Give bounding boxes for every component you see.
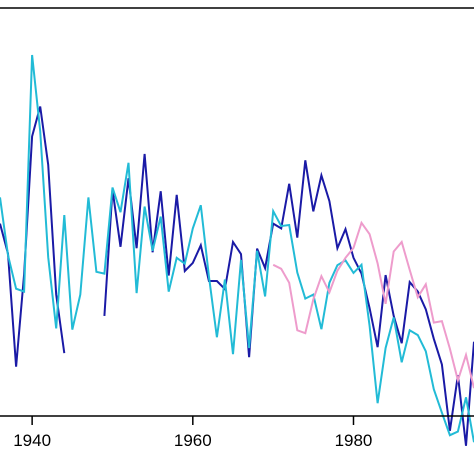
series-1-line-segment-0 [0, 54, 474, 443]
series-layer [0, 54, 474, 446]
x-axis-ticks: 1940 1960 1980 [13, 416, 372, 450]
x-tick-label-1960: 1960 [174, 431, 212, 450]
series-2-line-segment-0 [272, 220, 474, 389]
x-tick-label-1940: 1940 [13, 431, 51, 450]
x-tick-label-1980: 1980 [335, 431, 373, 450]
series-0-line-segment-0 [0, 106, 66, 367]
series-0-line-segment-1 [103, 153, 474, 446]
